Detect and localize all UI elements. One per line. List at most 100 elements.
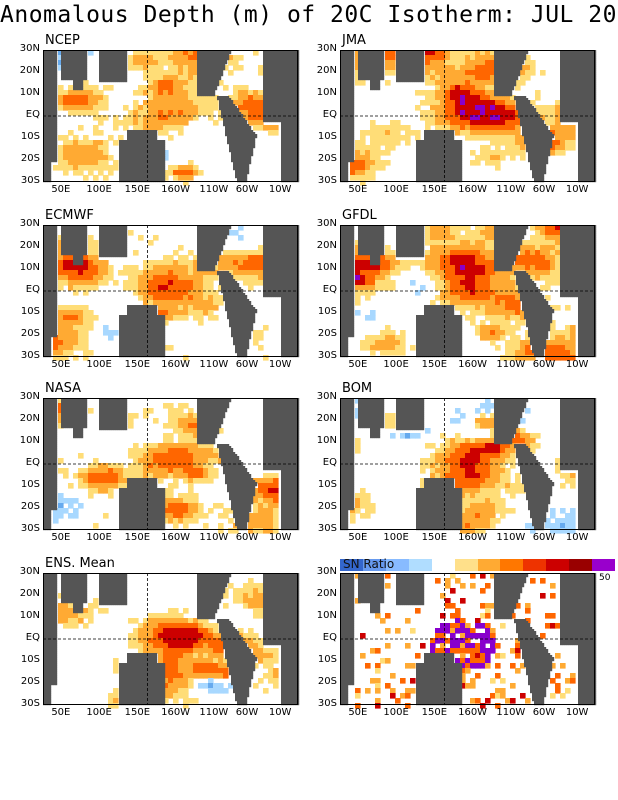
land-cell	[221, 96, 224, 99]
land-cell	[47, 142, 50, 145]
land-cell	[217, 50, 220, 53]
land-cell	[115, 76, 118, 79]
land-cell	[297, 110, 300, 113]
land-cell	[289, 78, 292, 81]
land-cell	[289, 158, 292, 161]
land-cell	[69, 76, 72, 79]
land-cell	[205, 80, 208, 83]
land-cell	[209, 66, 212, 69]
land-cell	[223, 104, 226, 107]
land-cell	[273, 78, 276, 81]
land-cell	[352, 70, 355, 73]
anomaly-cell	[133, 120, 139, 126]
land-cell	[295, 140, 298, 143]
land-cell	[279, 110, 282, 113]
land-cell	[277, 58, 280, 61]
land-cell	[580, 58, 583, 61]
land-cell	[81, 74, 84, 77]
land-cell	[291, 142, 294, 145]
anomaly-cell	[510, 95, 516, 101]
land-cell	[291, 60, 294, 63]
land-cell	[510, 50, 513, 53]
land-cell	[498, 52, 501, 55]
land-cell	[263, 114, 266, 117]
land-cell	[221, 50, 224, 53]
land-cell	[217, 62, 220, 65]
land-cell	[508, 72, 511, 75]
land-cell	[211, 68, 214, 71]
land-cell	[43, 178, 46, 181]
land-cell	[580, 50, 583, 53]
land-cell	[135, 174, 138, 177]
land-cell	[77, 64, 80, 67]
land-cell	[275, 58, 278, 61]
land-cell	[159, 170, 162, 173]
land-cell	[263, 70, 266, 73]
land-cell	[249, 128, 252, 131]
land-cell	[207, 78, 210, 81]
land-cell	[107, 56, 110, 59]
anomaly-cell	[58, 135, 64, 141]
anomaly-cell	[380, 125, 386, 131]
land-cell	[279, 98, 282, 101]
anomaly-cell	[103, 155, 109, 161]
anomaly-cell	[148, 105, 154, 111]
land-cell	[588, 64, 591, 67]
land-cell	[287, 134, 290, 137]
land-cell	[504, 64, 507, 67]
land-cell	[580, 76, 583, 79]
land-cell	[277, 82, 280, 85]
anomaly-cell	[415, 135, 421, 141]
land-cell	[275, 68, 278, 71]
land-cell	[115, 60, 118, 63]
land-cell	[207, 52, 210, 55]
land-cell	[297, 102, 300, 105]
land-cell	[145, 174, 148, 177]
anomaly-cell	[525, 75, 531, 81]
land-cell	[267, 114, 270, 117]
land-cell	[265, 120, 268, 123]
land-cell	[590, 52, 593, 55]
land-cell	[269, 78, 272, 81]
anomaly-cell	[243, 110, 249, 116]
land-cell	[113, 76, 116, 79]
land-cell	[43, 62, 46, 65]
anomaly-cell	[500, 95, 506, 101]
land-cell	[289, 152, 292, 155]
land-cell	[576, 68, 579, 71]
land-cell	[143, 130, 146, 133]
land-cell	[281, 92, 284, 95]
anomaly-cell	[360, 150, 366, 156]
land-cell	[67, 72, 70, 75]
land-cell	[297, 148, 300, 151]
land-cell	[45, 114, 48, 117]
land-cell	[253, 142, 256, 145]
land-cell	[572, 66, 575, 69]
land-cell	[111, 50, 114, 53]
land-cell	[500, 52, 503, 55]
land-cell	[267, 118, 270, 121]
land-cell	[111, 52, 114, 55]
land-cell	[203, 72, 206, 75]
anomaly-cell	[178, 65, 184, 71]
anomaly-cell	[158, 130, 164, 136]
anomaly-cell	[490, 110, 496, 116]
anomaly-cell	[158, 120, 164, 126]
land-cell	[291, 154, 294, 157]
land-cell	[243, 164, 246, 167]
land-cell	[225, 62, 228, 65]
land-cell	[293, 148, 296, 151]
land-cell	[410, 70, 413, 73]
land-cell	[153, 150, 156, 153]
land-cell	[83, 72, 86, 75]
land-cell	[398, 74, 401, 77]
land-cell	[265, 90, 268, 93]
land-cell	[121, 62, 124, 65]
land-cell	[117, 68, 120, 71]
land-cell	[53, 158, 56, 161]
land-cell	[243, 156, 246, 159]
anomaly-cell	[208, 105, 214, 111]
land-cell	[103, 56, 106, 59]
land-cell	[295, 54, 298, 57]
land-cell	[49, 78, 52, 81]
